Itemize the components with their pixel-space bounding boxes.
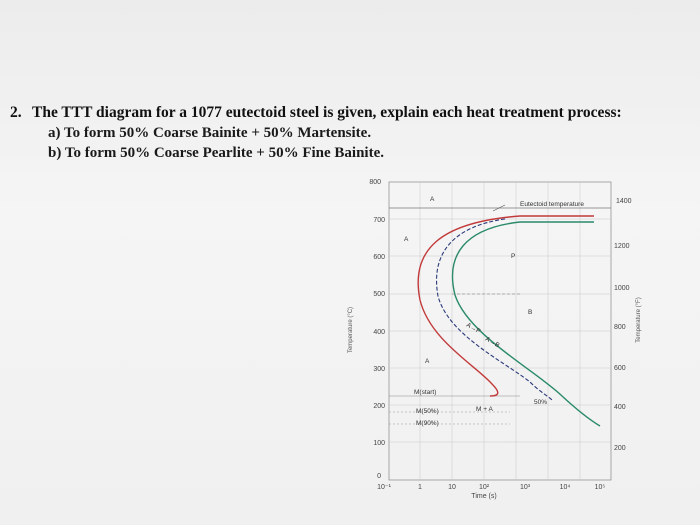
c-tick: 400 [373, 329, 385, 336]
question-part-a: a) To form 50% Coarse Bainite + 50% Mart… [48, 125, 372, 141]
question-heading: 2. The TTT diagram for a 1077 eutectoid s… [10, 104, 622, 122]
f-tick: 1200 [614, 243, 630, 250]
question-text: The TTT diagram for a 1077 eutectoid ste… [32, 104, 622, 121]
eutectoid-label: Eutectoid temperature [520, 201, 584, 208]
f-tick: 600 [614, 365, 626, 372]
time-tick-labels: 10⁻¹ 1 10 10² 10³ 10⁴ 10⁵ [377, 484, 605, 491]
x-tick: 10³ [520, 484, 531, 491]
region-a-to-b: A→B [484, 336, 501, 350]
c-tick: 600 [373, 254, 385, 261]
label-m-90: M(90%) [416, 420, 439, 427]
fahrenheit-tick-labels: 1400 1200 1000 800 600 400 200 [614, 198, 632, 452]
x-axis-label: Time (s) [471, 493, 496, 500]
transformation-start-curve [417, 215, 594, 397]
region-b: B [528, 309, 532, 316]
c-tick: 500 [373, 291, 385, 298]
c-tick: 700 [373, 217, 385, 224]
x-tick: 10⁴ [560, 484, 571, 491]
y-axis-c-label: Temperature (°C) [348, 307, 354, 353]
celsius-tick-labels: 800 700 600 500 400 300 200 100 0 [369, 179, 385, 480]
label-m-50: M(50%) [416, 408, 439, 415]
c-tick: 100 [373, 440, 385, 447]
x-tick: 10 [448, 484, 456, 491]
x-tick: 1 [418, 484, 422, 491]
label-50-percent: 50% [534, 399, 547, 406]
c-tick: 300 [373, 366, 385, 373]
question-part-b: b) To form 50% Coarse Pearlite + 50% Fin… [48, 145, 385, 161]
f-tick: 1400 [616, 198, 632, 205]
region-a-low: A [425, 358, 430, 365]
fifty-percent-curve [436, 218, 553, 401]
c-tick: 200 [373, 403, 385, 410]
label-m-plus-a: M + A [476, 406, 493, 413]
question-number: 2. [10, 104, 22, 121]
label-m-start: M(start) [414, 389, 436, 396]
grid-lines [389, 182, 611, 480]
c-tick: 800 [369, 179, 381, 186]
region-a-mid: A [404, 236, 409, 243]
transformation-end-curve [451, 221, 601, 427]
f-tick: 200 [614, 445, 626, 452]
region-p: P [511, 253, 515, 260]
x-tick: 10⁻¹ [377, 484, 391, 491]
x-tick: 10² [479, 484, 490, 491]
region-a-to-p: A→P [465, 322, 482, 336]
y-axis-f-label: Temperature (°F) [636, 297, 642, 342]
f-tick: 800 [614, 324, 626, 331]
c-tick: 0 [377, 473, 381, 480]
x-tick: 10⁵ [595, 484, 606, 491]
f-tick: 400 [614, 404, 626, 411]
f-tick: 1000 [614, 285, 630, 292]
region-a-top: A [430, 196, 435, 203]
eutectoid-arrow [492, 204, 506, 212]
